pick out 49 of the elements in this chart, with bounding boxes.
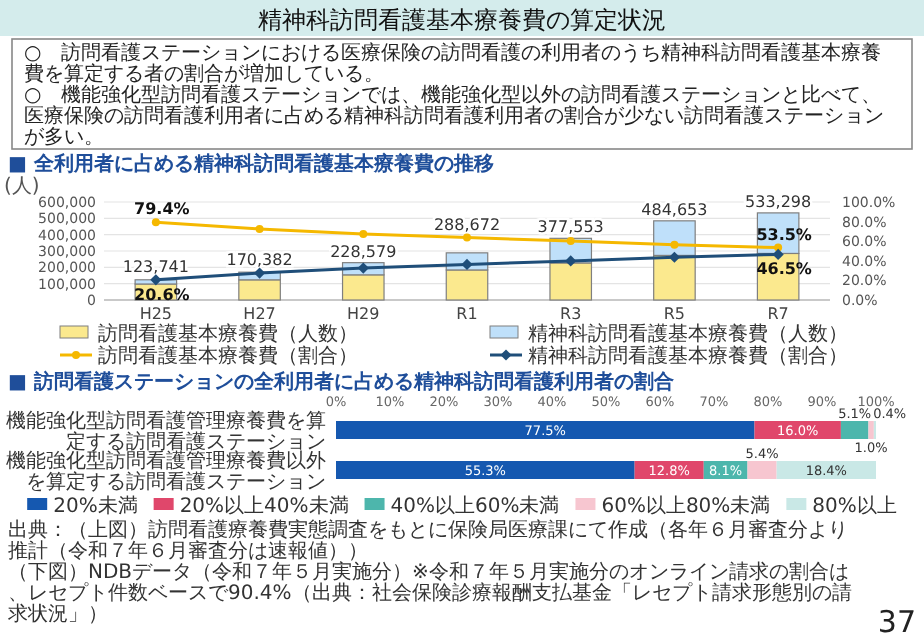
total-label: 484,653 — [641, 200, 708, 219]
bar — [238, 279, 281, 301]
legend-label: 20%未満 — [53, 494, 138, 518]
total-label: 170,382 — [226, 251, 293, 270]
text: ○ 訪問看護ステーションにおける医療保険の訪問看護の利用者のうち精神科訪問看護基本療養費を算定する者の割合が増加している。 — [24, 41, 882, 86]
data-label: 20.6% — [134, 285, 190, 304]
legend-label: 精神科訪問看護基本療養費（割合） — [528, 344, 848, 368]
text: 精神科訪問看護基本療養費の算定状況 — [258, 6, 666, 34]
bar — [336, 421, 755, 439]
bar — [840, 421, 869, 439]
legend-label: 精神科訪問看護基本療養費（人数） — [528, 322, 848, 346]
data-label: 46.5% — [756, 260, 812, 279]
data-label: 79.4% — [134, 200, 190, 219]
y-tick-label: 機能強化型訪問看護管理療養費以外を算定する訪問看護ステーション — [6, 448, 326, 494]
x-tick-label: R7 — [767, 305, 789, 323]
chart-title: ■ 訪問看護ステーションの全利用者に占める精神科訪問看護利用者の割合 — [8, 370, 676, 394]
point — [151, 218, 160, 227]
x-tick-label: H25 — [139, 305, 173, 323]
bar — [336, 461, 635, 479]
x-tick-label: H27 — [243, 305, 276, 323]
legend-label: 20%以上40%未満 — [179, 494, 349, 518]
text: （下図）NDBデータ（令和７年５月実施分）※令和７年５月実施分のオンライン請求の割合は、レセプト件数ベースで90.4%（出典：社会保険診療報酬支払基金「レセプト請求形態別の請求状況」） — [8, 560, 852, 626]
legend-label: 60%以上80%未満 — [601, 494, 771, 518]
point — [255, 224, 264, 233]
legend-label: 40%以上60%未満 — [390, 494, 560, 518]
total-label: 533,298 — [745, 192, 812, 211]
point — [359, 229, 368, 238]
point — [670, 240, 679, 249]
data-label: 53.5% — [756, 225, 812, 244]
text: ○ 機能強化型訪問看護ステーションでは、機能強化型以外の訪問看護ステーションと比べて、医療保険の訪問看護利用者に占める精神科訪問看護利用者の割合が少ない訪問看護ステーションが多い。 — [24, 83, 884, 149]
x-tick-label: R1 — [456, 305, 478, 323]
y-axis-title: (人) — [4, 176, 40, 198]
x-tick-label: R3 — [560, 305, 582, 323]
point — [463, 233, 471, 242]
x-tick-label: R5 — [663, 305, 686, 323]
chart-title: ■ 全利用者に占める精神科訪問看護基本療養費の推移 — [8, 152, 494, 176]
total-label: 228,579 — [330, 242, 397, 261]
total-label: 377,553 — [537, 218, 604, 237]
legend-label: 訪問看護基本療養費（割合） — [98, 344, 358, 368]
legend-label: 訪問看護基本療養費（人数） — [98, 322, 358, 346]
total-label: 123,741 — [122, 257, 189, 276]
legend-label: 80%以上 — [812, 494, 897, 518]
source-note: 出典：（上図）訪問看護療養費実態調査をもとに保険局医療課にて作成（各年６月審査分より推計（令和７年６月審査分は速報値）） — [8, 518, 848, 563]
bar — [747, 461, 777, 479]
point — [566, 237, 575, 246]
total-label: 288,672 — [433, 215, 501, 234]
x-tick-label: H29 — [347, 305, 380, 323]
bar — [868, 421, 874, 439]
text: 37 — [877, 604, 916, 640]
